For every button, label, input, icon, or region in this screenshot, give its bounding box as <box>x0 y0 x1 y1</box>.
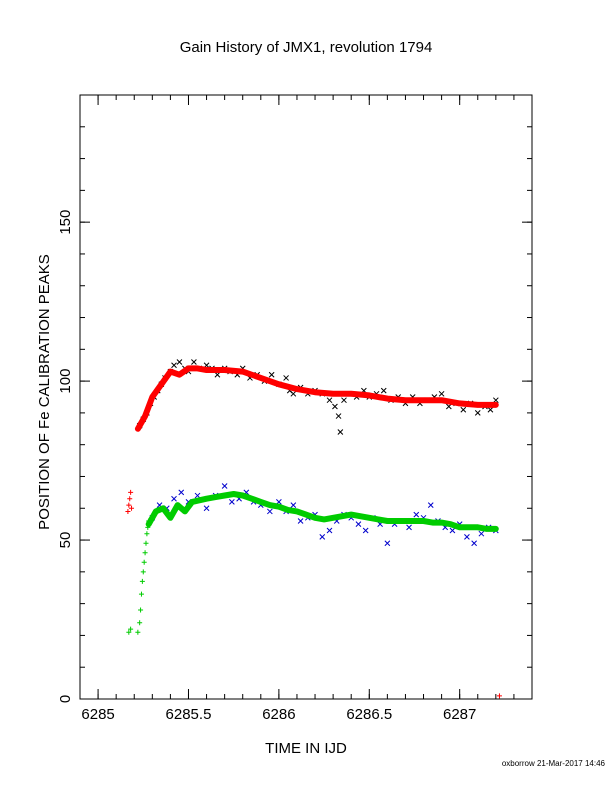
data-point <box>319 534 326 540</box>
data-point <box>138 591 144 597</box>
data-point <box>464 534 470 540</box>
data-point <box>171 362 177 369</box>
data-point <box>144 531 150 537</box>
data-point <box>290 390 297 397</box>
data-point <box>125 508 131 514</box>
data-point <box>492 397 499 404</box>
data-point <box>141 559 147 565</box>
x-axis-label: TIME IN IJD <box>265 740 347 757</box>
series-2 <box>134 365 499 432</box>
data-point <box>283 375 289 381</box>
data-marks <box>125 359 502 699</box>
data-point <box>128 489 134 495</box>
series-4 <box>126 518 152 635</box>
y-axis-label: POSITION OF Fe CALIBRATION PEAKS <box>36 254 53 530</box>
data-point <box>474 410 481 416</box>
x-tick-label: 6286.5 <box>346 706 392 723</box>
data-point <box>143 540 149 546</box>
fit-line <box>145 491 499 532</box>
data-point <box>487 406 494 413</box>
data-point <box>427 502 434 508</box>
data-point <box>214 371 221 378</box>
data-point <box>384 540 391 547</box>
data-point <box>137 620 143 626</box>
y-tick-label: 100 <box>57 369 74 394</box>
data-point <box>229 499 235 505</box>
footer-credit: oxborrow 21-Mar-2017 14:46 <box>501 759 605 768</box>
data-point <box>445 403 452 410</box>
data-point <box>326 527 333 534</box>
data-point <box>178 489 185 496</box>
data-point <box>478 530 485 537</box>
series-5 <box>145 491 499 532</box>
data-point <box>268 371 275 378</box>
data-point <box>135 629 141 635</box>
data-point <box>126 502 132 508</box>
series-1 <box>125 489 502 699</box>
data-point <box>138 607 144 613</box>
data-point <box>191 359 197 365</box>
x-tick-label: 6285 <box>81 706 114 723</box>
data-point <box>203 505 210 512</box>
data-point <box>438 390 445 397</box>
data-point <box>126 629 132 635</box>
data-point <box>127 496 133 502</box>
y-tick-label: 150 <box>57 210 74 235</box>
x-tick-label: 6287 <box>443 706 476 723</box>
fit-line <box>134 365 499 432</box>
x-tick-label: 6285.5 <box>166 706 212 723</box>
data-point <box>297 518 304 524</box>
data-point <box>406 524 412 531</box>
data-point <box>176 359 183 365</box>
plot-frame <box>79 94 533 700</box>
data-point <box>362 527 369 534</box>
data-point <box>460 406 467 413</box>
data-point <box>266 508 273 515</box>
data-point <box>139 578 145 584</box>
data-point <box>142 550 148 556</box>
data-point <box>449 527 456 534</box>
data-point <box>335 413 342 419</box>
data-point <box>128 626 134 632</box>
data-point <box>471 540 477 547</box>
data-point <box>380 387 387 394</box>
data-point <box>341 397 347 404</box>
y-tick-label: 50 <box>57 532 74 549</box>
data-point <box>140 569 146 575</box>
data-point <box>413 511 420 518</box>
series-3 <box>149 483 499 547</box>
chart-title: Gain History of JMX1, revolution 1794 <box>180 39 433 56</box>
axes-ticks: 6285 6285.5 6286 6286.5 6287 0 50 100 150 <box>57 94 533 723</box>
y-tick-label: 0 <box>57 695 74 703</box>
x-tick-label: 6286 <box>262 706 295 723</box>
data-point <box>496 693 502 699</box>
data-point <box>290 502 297 508</box>
data-point <box>326 397 333 404</box>
data-point <box>221 483 228 489</box>
data-point <box>171 495 177 502</box>
data-point <box>355 521 362 528</box>
data-point <box>337 429 344 435</box>
data-point <box>332 403 338 410</box>
data-point <box>129 505 135 511</box>
data-point <box>194 492 201 499</box>
